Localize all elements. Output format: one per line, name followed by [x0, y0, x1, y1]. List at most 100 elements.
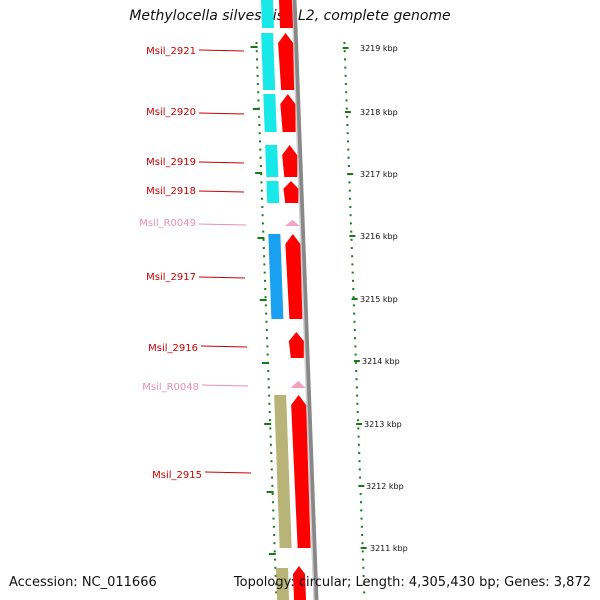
minor-tick-right: [351, 271, 354, 274]
minor-tick-right: [352, 304, 355, 307]
minor-tick-left: [270, 460, 273, 463]
minor-tick-right: [344, 58, 347, 61]
cog-block: [265, 145, 279, 177]
minor-tick-left: [263, 279, 266, 282]
minor-tick-right: [362, 575, 365, 577]
minor-tick-left: [259, 165, 262, 167]
minor-tick-left: [268, 402, 271, 405]
minor-tick-right: [356, 411, 359, 413]
minor-tick-right: [358, 460, 361, 463]
minor-tick-right: [361, 534, 364, 536]
cds-arrow: [282, 145, 298, 177]
backbone-line: [291, 0, 319, 600]
cog-block: [263, 94, 277, 132]
minor-tick-left: [258, 140, 261, 143]
major-tick-left: [268, 553, 276, 555]
minor-tick-right: [350, 230, 353, 233]
minor-tick-right: [350, 238, 353, 241]
major-tick-left: [259, 299, 267, 301]
minor-tick-left: [261, 206, 264, 208]
minor-tick-left: [257, 91, 260, 94]
scale-label: 3215 kbp: [360, 295, 398, 304]
cds-arrow: [278, 33, 295, 90]
minor-tick-left: [255, 42, 258, 44]
minor-tick-left: [265, 320, 268, 323]
cds-arrow: [291, 395, 311, 548]
minor-tick-right: [360, 509, 363, 512]
scale-label: 3216 kbp: [360, 232, 398, 241]
cog-block: [276, 568, 289, 600]
major-tick-right: [349, 235, 356, 237]
label-leaders: [198, 49, 252, 474]
label-leader: [198, 112, 245, 115]
minor-tick-left: [255, 50, 258, 53]
minor-tick-right: [348, 173, 351, 176]
scale-label: 3212 kbp: [366, 482, 404, 491]
minor-tick-right: [359, 484, 362, 487]
major-tick-left: [264, 423, 272, 425]
minor-tick-left: [268, 394, 271, 397]
minor-tick-left: [256, 74, 259, 77]
minor-tick-left: [257, 107, 260, 110]
gene-label: Msil_2915: [152, 470, 202, 481]
minor-tick-right: [357, 427, 360, 430]
major-tick-right: [360, 547, 367, 549]
scale-ticks: [250, 42, 367, 594]
gene-label: Msil_2919: [146, 157, 196, 168]
major-tick-left: [257, 237, 265, 239]
minor-tick-left: [267, 386, 270, 389]
minor-tick-left: [269, 435, 272, 438]
label-leader: [200, 345, 248, 348]
minor-tick-left: [267, 370, 270, 372]
gene-label: Msil_2916: [148, 343, 198, 354]
minor-tick-right: [344, 74, 347, 77]
minor-tick-right: [351, 263, 354, 266]
minor-tick-left: [274, 583, 277, 586]
minor-tick-left: [271, 493, 274, 495]
major-tick-right: [353, 360, 360, 362]
minor-tick-right: [345, 91, 348, 94]
minor-tick-right: [355, 370, 358, 372]
minor-tick-left: [259, 148, 262, 151]
minor-tick-left: [261, 214, 264, 217]
minor-tick-right: [346, 124, 349, 126]
major-tick-right: [358, 485, 365, 487]
minor-tick-left: [266, 337, 269, 340]
minor-tick-left: [260, 189, 263, 192]
cog-block: [268, 234, 284, 319]
minor-tick-left: [268, 411, 271, 413]
minor-tick-left: [264, 304, 267, 307]
minor-tick-left: [256, 58, 259, 61]
minor-tick-left: [270, 452, 273, 454]
major-tick-left: [261, 362, 269, 364]
minor-tick-right: [348, 181, 351, 184]
minor-tick-right: [359, 476, 362, 479]
minor-tick-left: [272, 509, 275, 512]
minor-tick-left: [274, 575, 277, 577]
minor-tick-right: [362, 583, 365, 586]
label-leader: [198, 49, 245, 52]
minor-tick-left: [261, 197, 264, 200]
minor-tick-left: [262, 238, 265, 241]
minor-tick-left: [269, 427, 272, 430]
minor-tick-left: [265, 329, 268, 331]
minor-tick-left: [271, 501, 274, 504]
minor-tick-right: [362, 566, 365, 569]
label-leader: [201, 384, 249, 387]
gene-label: Msil_2921: [146, 46, 196, 57]
backbone: [291, 0, 319, 600]
minor-tick-left: [270, 468, 273, 471]
minor-tick-left: [256, 66, 259, 69]
minor-tick-right: [353, 329, 356, 331]
cog-block: [266, 181, 280, 203]
accession-text: Accession: NC_011666: [9, 575, 157, 590]
genome-summary: Topology: circular; Length: 4,305,430 bp…: [233, 575, 591, 590]
minor-tick-right: [353, 312, 356, 315]
minor-tick-left: [263, 271, 266, 274]
minor-tick-left: [269, 443, 272, 446]
cds-arrow: [279, 0, 293, 28]
minor-tick-left: [264, 288, 267, 290]
gene-label: Msil_R0048: [142, 382, 199, 393]
scale-label: 3219 kbp: [360, 44, 398, 53]
